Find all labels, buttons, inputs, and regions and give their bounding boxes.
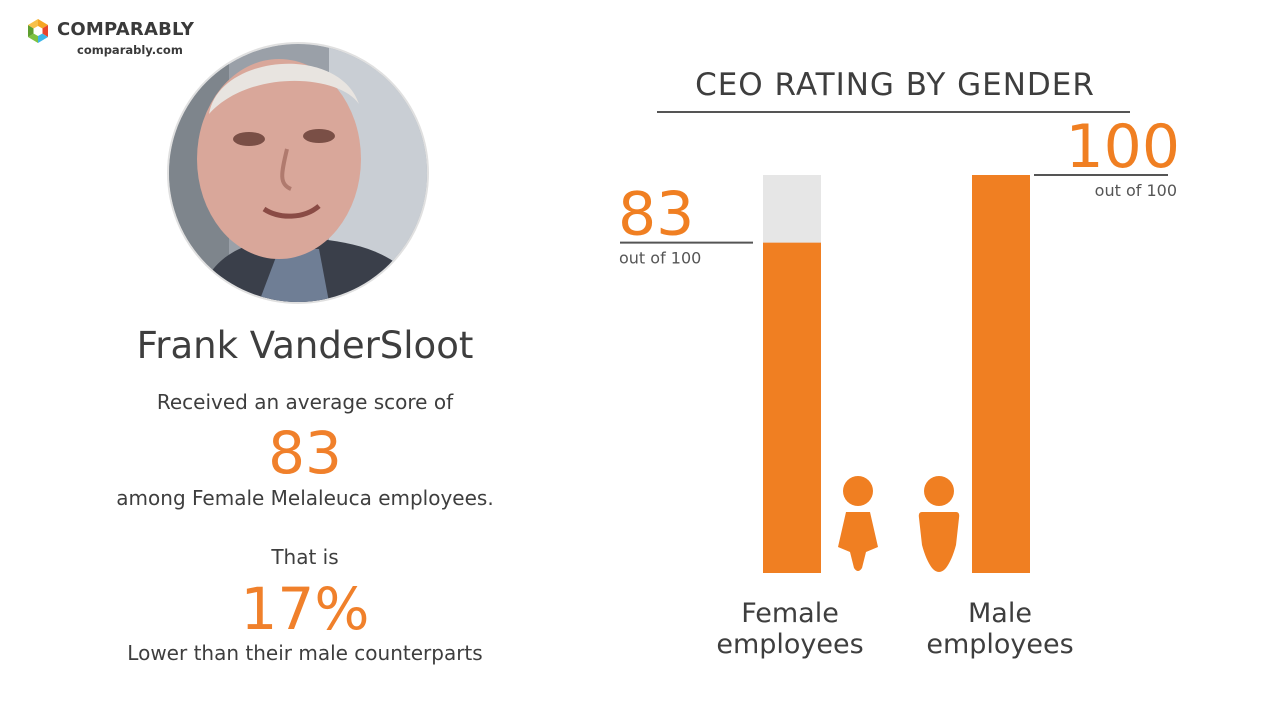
female-person-icon <box>838 512 878 571</box>
category-label-1-1: employees <box>926 629 1073 660</box>
value-label-0: 83 <box>618 180 694 250</box>
that-is-text: That is <box>271 545 339 569</box>
value-suffix-1: out of 100 <box>1095 181 1177 200</box>
female-person-icon-head <box>843 476 873 506</box>
value-label-1: 100 <box>1065 112 1180 182</box>
value-suffix-0: out of 100 <box>619 249 701 268</box>
category-label-0-1: employees <box>716 629 863 660</box>
chart-title: CEO RATING BY GENDER <box>695 67 1095 103</box>
brand-logo: COMPARABLY comparably.com <box>26 18 226 60</box>
male-person-icon <box>918 512 960 572</box>
average-score: 83 <box>268 419 342 487</box>
brand-name: COMPARABLY <box>57 19 195 40</box>
percent-difference: 17% <box>240 575 370 643</box>
ceo-name: Frank VanderSloot <box>136 324 474 367</box>
bar-1 <box>972 175 1030 573</box>
received-text: Received an average score of <box>156 390 454 414</box>
lower-than-text: Lower than their male counterparts <box>127 641 483 665</box>
category-label-1-0: Male <box>968 598 1032 629</box>
male-person-icon-head <box>924 476 954 506</box>
among-text: among Female Melaleuca employees. <box>116 486 494 510</box>
category-label-0-0: Female <box>741 598 839 629</box>
brand-url: comparably.com <box>77 43 183 57</box>
bar-0 <box>763 242 821 573</box>
comparably-logo-icon <box>28 19 48 43</box>
